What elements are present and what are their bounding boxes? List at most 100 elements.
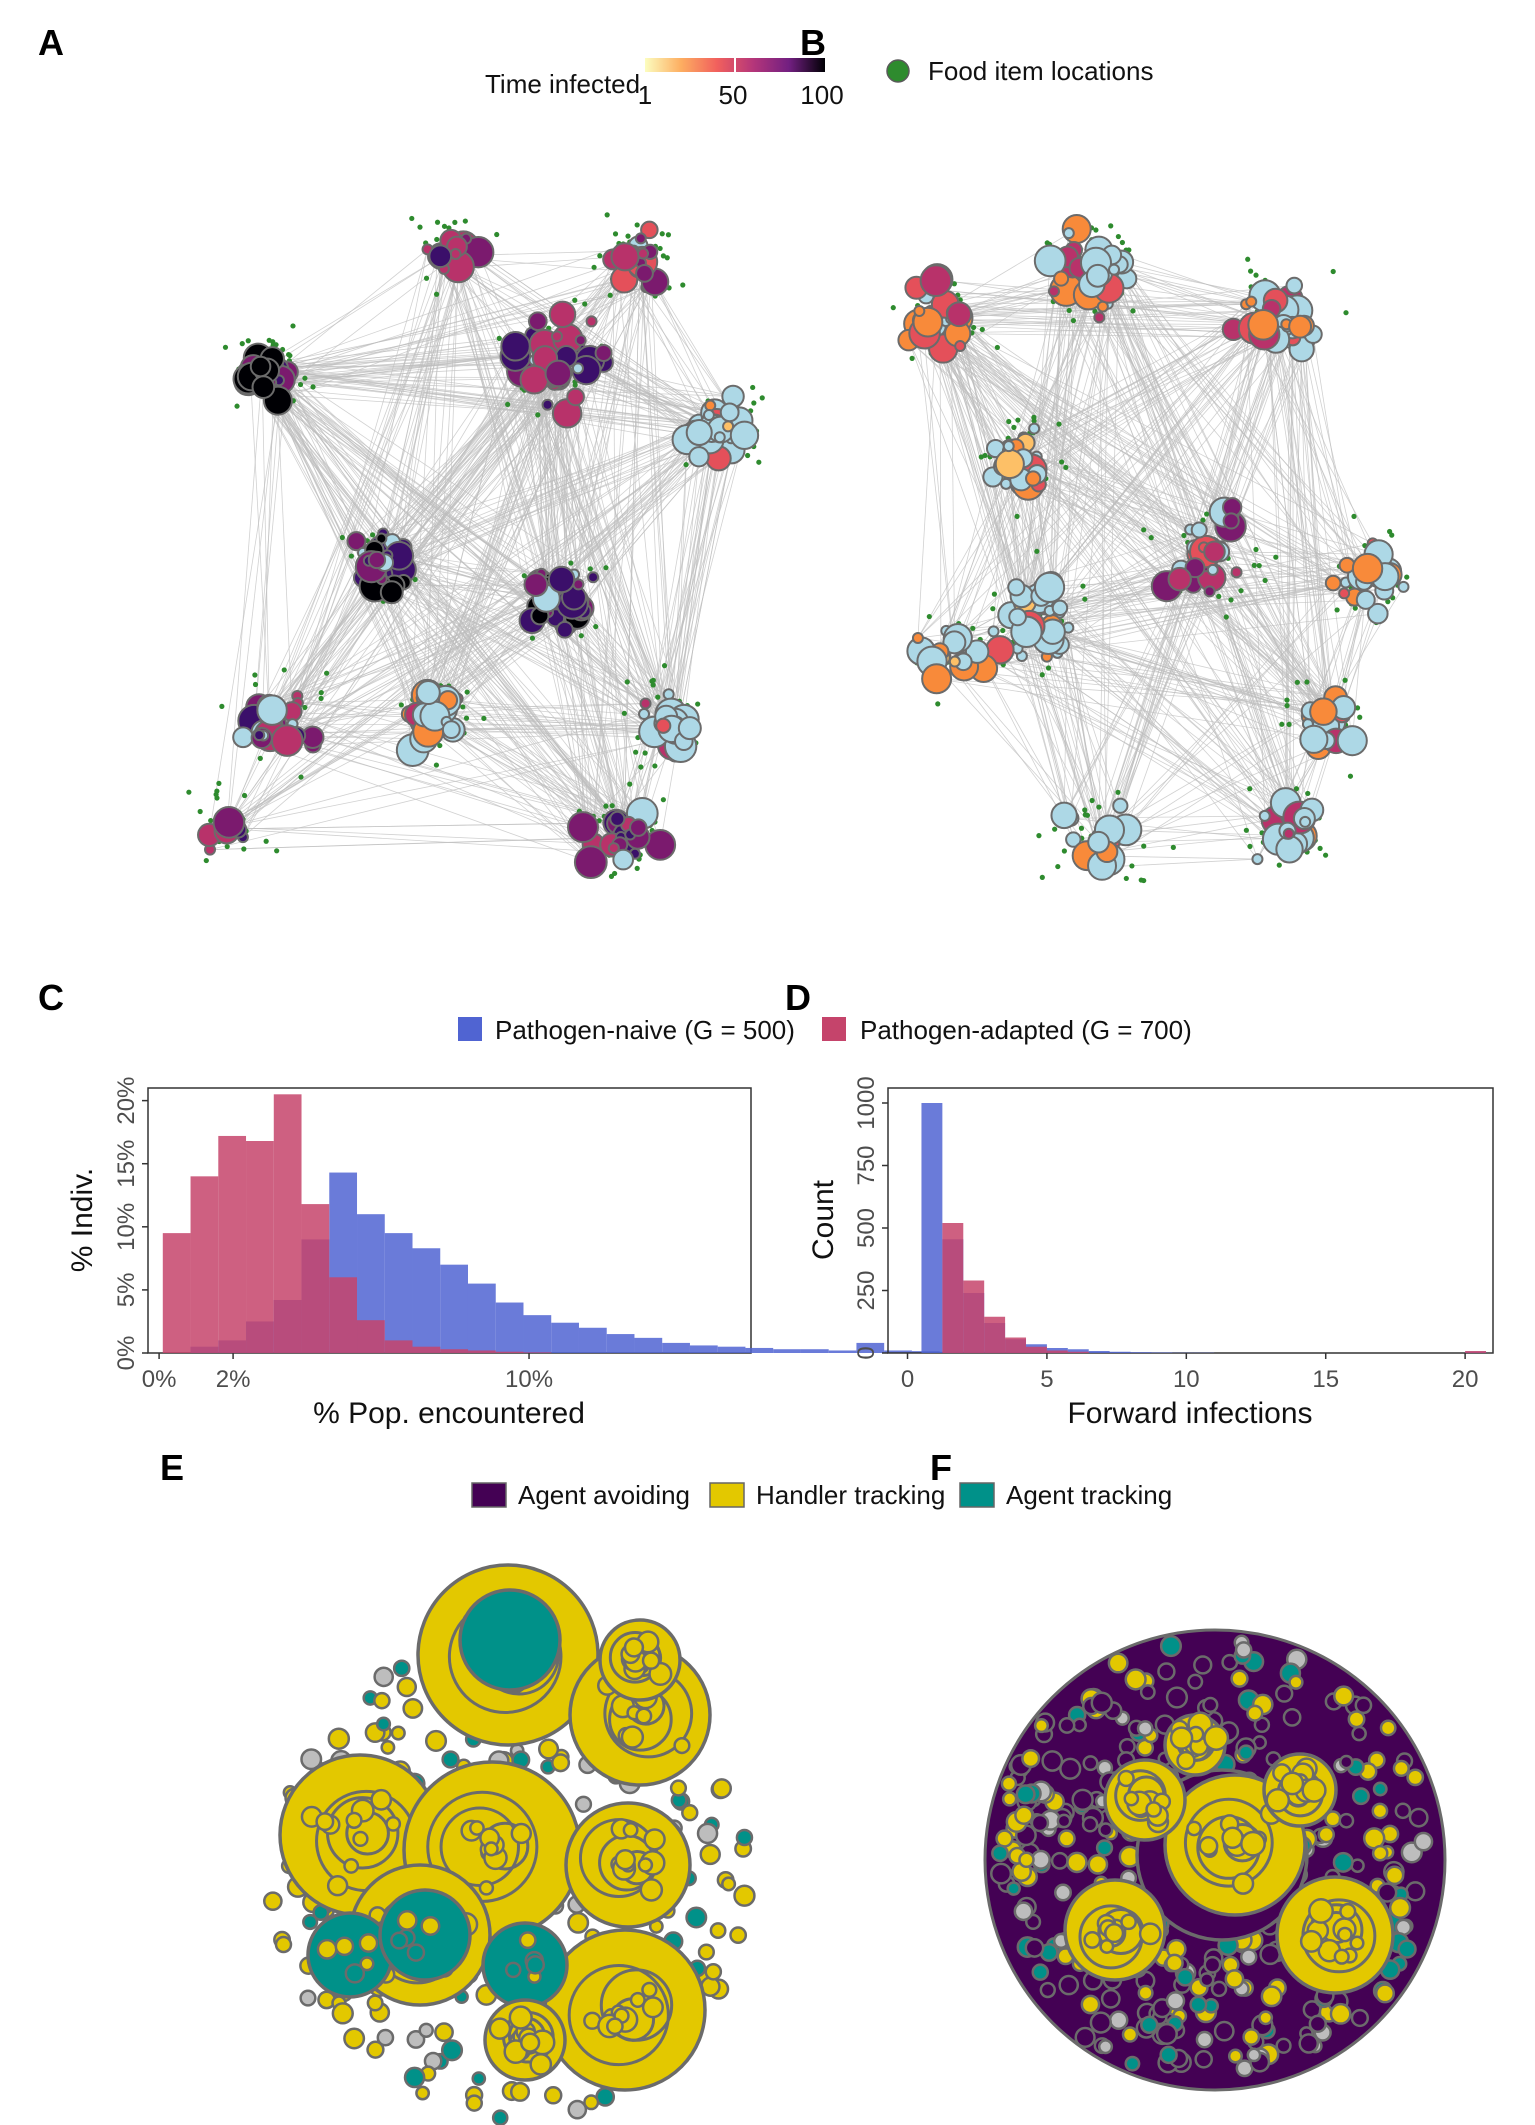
network-edge [261,252,479,739]
network-edge [1038,484,1296,845]
small-circle [1351,1725,1367,1742]
individual-node [585,315,598,328]
small-circle [1377,1882,1398,1903]
food-item [1352,605,1358,611]
network-edge [936,318,1110,831]
small-circle [711,1778,733,1799]
network-edge [959,290,1055,315]
small-circle [415,2085,431,2101]
food-item [464,689,470,695]
food-item [234,403,240,409]
network-edge [939,318,942,658]
small-circle [1351,1787,1370,1806]
nested-circle [629,1991,646,2008]
nested-circle [1104,1922,1125,1944]
network-edge [928,328,1232,522]
small-circle [373,1691,391,1710]
food-item [1305,790,1311,797]
individual-node [1062,227,1075,240]
network-edge [373,434,745,571]
individual-node [713,431,726,444]
chart-c-bars [162,1094,1079,1353]
food-item [1342,677,1348,683]
individual-node [1053,270,1070,287]
food-item [302,375,308,381]
small-circle [1090,1691,1113,1714]
network-panel-a [186,212,765,880]
small-circle [567,2099,588,2120]
small-circle [1308,2014,1327,2033]
y-tick-label: 500 [853,1208,880,1248]
network-edge [957,333,1337,742]
food-item [1245,256,1251,262]
small-circle [1136,1720,1154,1737]
individual-node [921,663,953,695]
network-edge [444,254,566,630]
network-edge [275,279,625,369]
small-circle [1058,1974,1080,1996]
food-item [926,613,932,620]
individual-node [1025,470,1042,487]
food-item [505,401,511,408]
network-edge [402,426,729,571]
nested-circle [510,1822,532,1845]
histogram-bar [162,1233,191,1353]
network-edge [1017,648,1265,817]
food-item [652,763,658,769]
nested-circle [1169,1726,1194,1750]
network-edge [274,313,563,371]
network-edge [384,246,464,563]
food-item [660,797,666,803]
network-edge [391,591,674,729]
small-circle [1165,1991,1186,2011]
network-edge [1109,250,1269,306]
small-circle [1199,1972,1215,1988]
food-item [398,702,404,708]
small-circle [699,1843,721,1866]
network-edge [1103,264,1121,868]
small-circle [366,2040,385,2059]
network-edge [402,569,618,824]
nested-circle [623,1637,645,1658]
x-tick-label: 0% [142,1366,177,1393]
small-circle [358,1933,379,1953]
nested-circle [1221,1826,1244,1850]
histogram-bar [921,1103,943,1353]
food-item [529,635,536,641]
small-circle [1013,1901,1034,1922]
small-circle [995,1829,1014,1848]
individual-node [415,679,441,706]
network-edge [253,286,647,369]
histogram-bar [1465,1351,1487,1353]
small-circle [543,2086,563,2105]
chart-c-xlabel: % Pop. encountered [313,1397,585,1430]
small-circle [1089,2011,1112,2034]
network-edge [515,355,551,590]
histogram-bar [1046,1350,1068,1353]
network-edge [242,584,537,838]
food-item [213,791,219,798]
individual-node [610,242,640,272]
network-edge [261,443,708,739]
small-circle [1224,1969,1245,1989]
food-item [1108,223,1114,229]
network-edge [1059,339,1277,609]
small-circle [1275,1684,1294,1703]
small-circle [440,2039,464,2062]
network-edge [376,266,459,545]
chart-d-bars [921,1103,1487,1353]
food-item [1006,418,1012,425]
individual-node [1085,263,1110,288]
nested-circle [643,1828,666,1851]
small-circle [1159,2045,1178,2065]
network-edge [1007,463,1294,816]
network-edge [537,606,613,845]
food-item [241,792,248,799]
network-edge [662,426,720,726]
food-item [208,817,214,824]
small-circle [669,1779,688,1797]
circle-pack-e [263,1563,756,2125]
food-item [452,219,458,225]
food-item [978,454,984,460]
small-circle [1193,1655,1213,1675]
